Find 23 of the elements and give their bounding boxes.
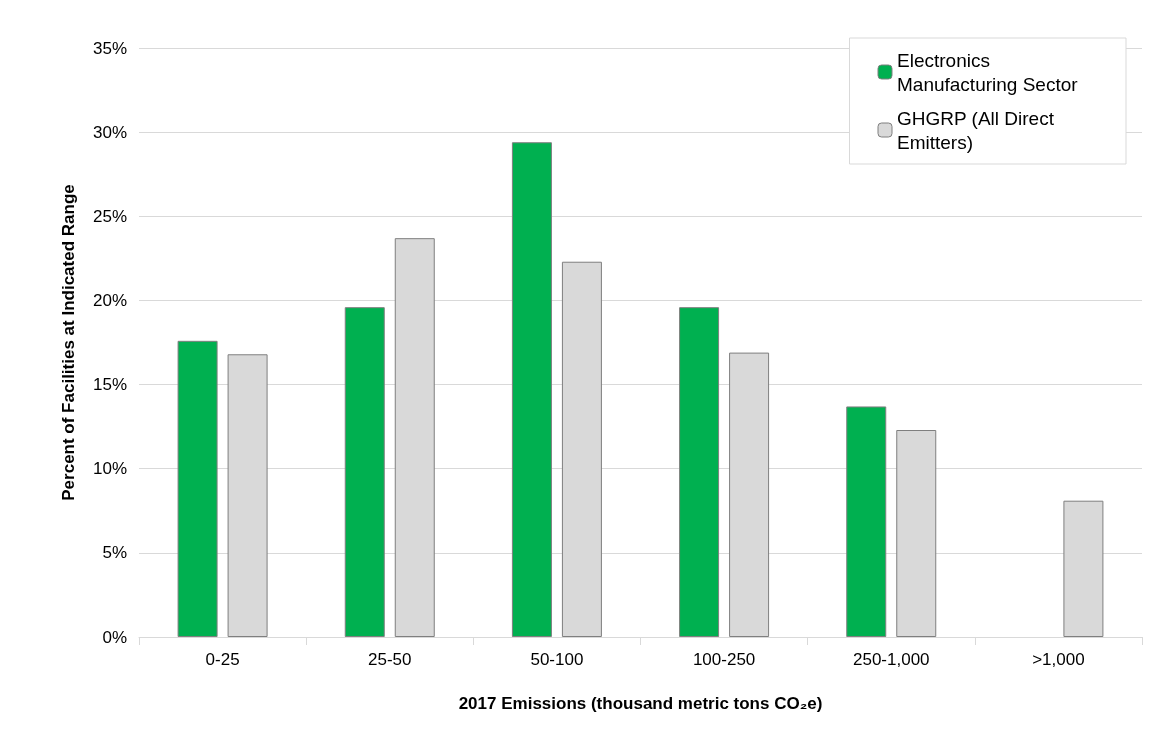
x-tick-label: 250-1,000 [852,650,930,669]
y-tick-label: 25% [92,206,127,226]
bar [177,340,218,637]
legend-label: Electronics Manufacturing Sector [897,49,1079,95]
bar [511,142,552,637]
y-tick-label: 15% [92,375,127,395]
x-tick-label: 100-250 [692,650,756,669]
y-tick-label: 20% [92,290,127,310]
x-tick-label: >1,000 [1032,650,1085,669]
x-tick-label: 50-100 [530,650,584,669]
y-tick-label: 30% [92,122,127,142]
bar [679,307,720,637]
x-tick-label: 25-50 [368,650,412,669]
y-tick-label: 35% [92,38,127,58]
x-tick-label: 0-25 [205,650,240,669]
y-axis-title: Percent of Facilities at Indicated Range [59,184,78,501]
y-tick-label: 10% [92,459,127,479]
y-tick-label: 0% [102,627,127,647]
y-tick-label: 5% [102,543,127,563]
bar [846,406,887,637]
legend-label: GHGRP (All Direct Emitters) [897,107,1060,153]
x-axis-title: 2017 Emissions (thousand metric tons CO₂e) [458,694,823,713]
bar [344,307,385,637]
